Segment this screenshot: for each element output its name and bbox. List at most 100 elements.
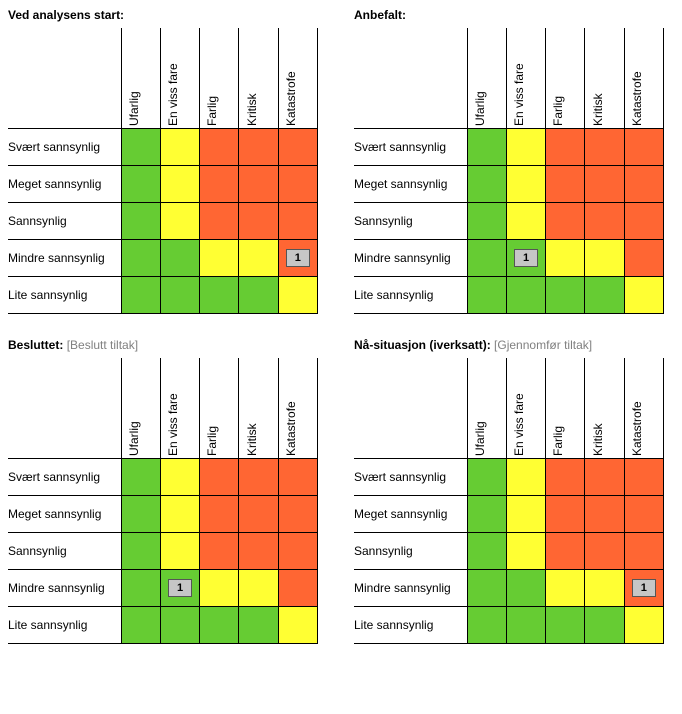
row-header: Svært sannsynlig [8, 129, 121, 166]
matrix-cell [624, 203, 663, 240]
matrix-cell [121, 496, 160, 533]
risk-matrix-table: UfarligEn viss fareFarligKritiskKatastro… [8, 28, 318, 314]
matrix-cell [200, 277, 239, 314]
column-header: En viss fare [506, 28, 545, 129]
panel-title-main: Ved analysens start: [8, 8, 124, 22]
column-header: Ufarlig [121, 28, 160, 129]
column-header: Kritisk [239, 28, 278, 129]
row-header: Mindre sannsynlig [354, 570, 467, 607]
column-header: Kritisk [585, 358, 624, 459]
matrix-cell [585, 570, 624, 607]
matrix-cell [278, 277, 317, 314]
matrix-cell [160, 129, 199, 166]
matrix-cell [506, 129, 545, 166]
column-header-label: Katastrofe [630, 401, 644, 456]
matrix-cell: 1 [624, 570, 663, 607]
matrix-cell [467, 570, 506, 607]
matrix-cell [278, 496, 317, 533]
column-header-label: Katastrofe [630, 71, 644, 126]
matrix-cell [239, 166, 278, 203]
matrix-cell [546, 570, 585, 607]
column-header-label: Katastrofe [284, 401, 298, 456]
matrix-cell: 1 [278, 240, 317, 277]
matrix-cell [160, 496, 199, 533]
matrix-cell [160, 203, 199, 240]
matrix-cell [200, 129, 239, 166]
panel-title: Nå-situasjon (iverksatt): [Gjennomfør ti… [354, 338, 664, 352]
column-header-label: Ufarlig [127, 421, 141, 456]
matrix-cell [506, 570, 545, 607]
matrix-cell [467, 533, 506, 570]
row-header: Svært sannsynlig [354, 129, 467, 166]
column-header-label: Farlig [205, 426, 219, 456]
row-header: Sannsynlig [354, 533, 467, 570]
matrix-cell [467, 277, 506, 314]
matrix-cell [160, 459, 199, 496]
matrix-cell [200, 496, 239, 533]
column-header-label: Katastrofe [284, 71, 298, 126]
matrix-cell [585, 533, 624, 570]
matrix-cell [121, 607, 160, 644]
matrix-cell [585, 240, 624, 277]
matrix-cell [624, 240, 663, 277]
column-header: Farlig [546, 358, 585, 459]
matrix-cell [239, 496, 278, 533]
matrix-cell [278, 129, 317, 166]
row-header: Mindre sannsynlig [8, 240, 121, 277]
matrix-cell [467, 129, 506, 166]
matrix-cell [200, 570, 239, 607]
matrix-cell [278, 166, 317, 203]
matrix-cell [239, 570, 278, 607]
matrix-cell [546, 240, 585, 277]
risk-count-badge: 1 [168, 579, 192, 597]
matrix-cell [585, 166, 624, 203]
column-header-label: Kritisk [245, 93, 259, 126]
matrix-cell [239, 203, 278, 240]
matrix-cell [239, 277, 278, 314]
panel-title-sub: [Beslutt tiltak] [67, 338, 138, 352]
column-header-label: Ufarlig [127, 91, 141, 126]
matrix-cell [121, 129, 160, 166]
matrix-cell [546, 166, 585, 203]
risk-matrix-panel-naa: Nå-situasjon (iverksatt): [Gjennomfør ti… [354, 338, 664, 644]
panel-title-main: Nå-situasjon (iverksatt): [354, 338, 491, 352]
matrix-cell [278, 607, 317, 644]
matrix-cell [624, 607, 663, 644]
matrix-cell [546, 533, 585, 570]
row-header: Sannsynlig [354, 203, 467, 240]
matrix-cell: 1 [506, 240, 545, 277]
column-header: Katastrofe [278, 28, 317, 129]
column-header: En viss fare [506, 358, 545, 459]
column-header: Katastrofe [624, 358, 663, 459]
matrix-cell [278, 459, 317, 496]
row-header: Mindre sannsynlig [354, 240, 467, 277]
column-header-label: Kritisk [591, 93, 605, 126]
matrix-cell [467, 459, 506, 496]
matrix-cell [624, 459, 663, 496]
column-header-label: Farlig [551, 426, 565, 456]
column-header-label: Kritisk [245, 423, 259, 456]
matrix-cell [585, 129, 624, 166]
matrix-cell [585, 277, 624, 314]
row-header: Meget sannsynlig [8, 166, 121, 203]
panel-title: Besluttet: [Beslutt tiltak] [8, 338, 318, 352]
matrix-cell [546, 129, 585, 166]
column-header-label: Farlig [205, 96, 219, 126]
matrix-cell [506, 533, 545, 570]
matrix-cell [160, 533, 199, 570]
risk-matrix-panel-anbefalt: Anbefalt:UfarligEn viss fareFarligKritis… [354, 8, 664, 314]
column-header-label: Kritisk [591, 423, 605, 456]
row-header: Sannsynlig [8, 203, 121, 240]
matrix-cell [467, 166, 506, 203]
column-header-label: Farlig [551, 96, 565, 126]
matrix-cell [467, 203, 506, 240]
matrix-cell [160, 277, 199, 314]
row-header: Svært sannsynlig [8, 459, 121, 496]
matrix-cell [239, 129, 278, 166]
matrix-cell [546, 459, 585, 496]
matrix-cell [467, 240, 506, 277]
matrix-cell [200, 240, 239, 277]
matrix-cell [546, 277, 585, 314]
matrix-cell [585, 459, 624, 496]
column-header: Kritisk [239, 358, 278, 459]
